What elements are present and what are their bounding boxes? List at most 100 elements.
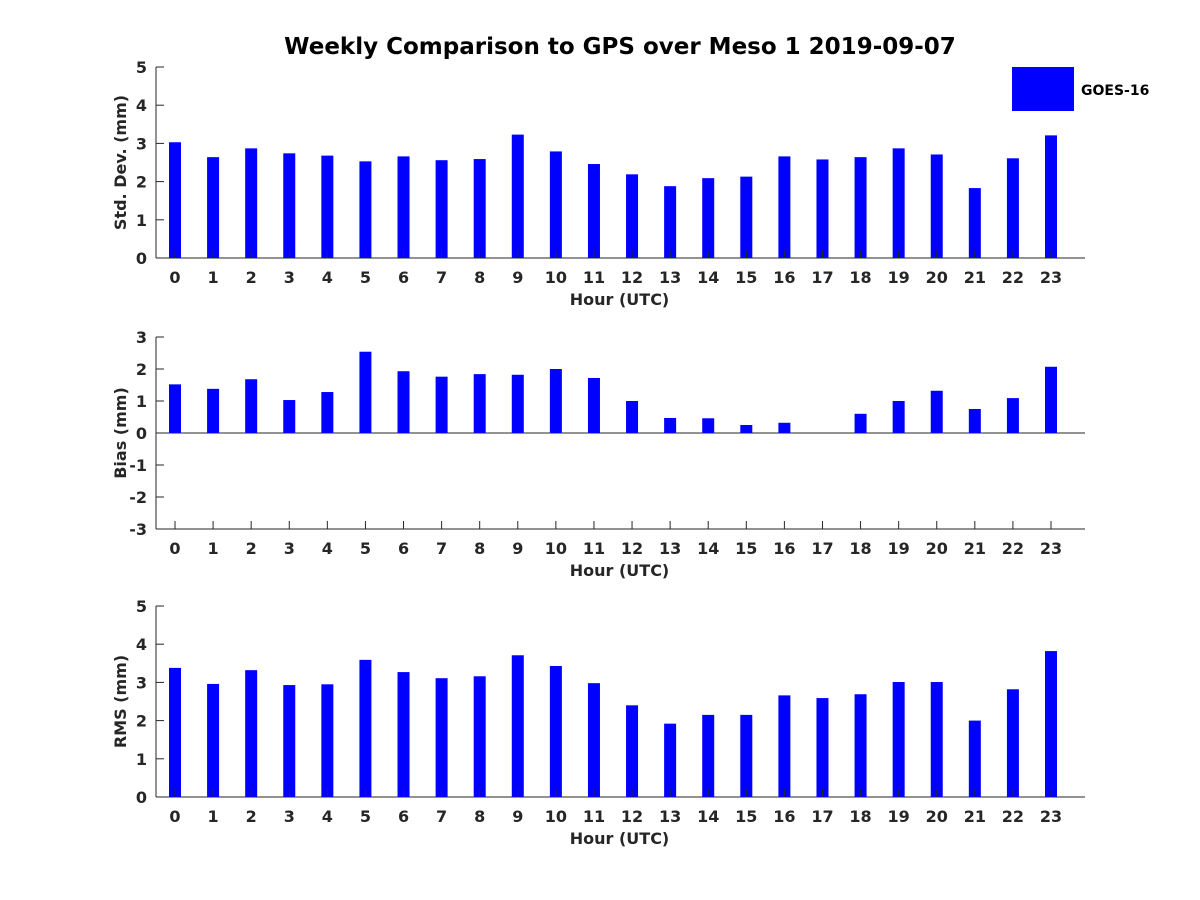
bar-hour-13: [664, 186, 677, 258]
x-tick-label: 8: [474, 268, 485, 287]
x-tick-label: 19: [888, 807, 910, 826]
bar-hour-3: [283, 153, 296, 258]
bar-hour-12: [626, 401, 639, 433]
x-tick-label: 22: [1002, 539, 1024, 558]
bar-hour-15: [740, 425, 753, 433]
x-tick-label: 9: [512, 807, 523, 826]
y-axis-label: Bias (mm): [111, 387, 130, 479]
x-tick-label: 9: [512, 539, 523, 558]
x-tick-label: 22: [1002, 807, 1024, 826]
x-tick-label: 22: [1002, 268, 1024, 287]
y-tick-label: 0: [136, 249, 147, 268]
bar-hour-0: [169, 384, 181, 433]
x-tick-label: 23: [1040, 539, 1062, 558]
x-tick-label: 6: [398, 268, 409, 287]
x-tick-label: 19: [888, 539, 910, 558]
x-tick-label: 21: [964, 807, 986, 826]
bar-hour-22: [1006, 398, 1019, 433]
y-tick-label: 1: [136, 211, 147, 230]
bar-hour-11: [587, 377, 600, 433]
x-tick-label: 18: [849, 268, 871, 287]
x-tick-label: 17: [811, 268, 833, 287]
y-tick-label: 3: [136, 673, 147, 692]
bar-hour-23: [1045, 135, 1057, 258]
bar-hour-5: [359, 351, 372, 433]
legend-label: GOES-16: [1081, 83, 1149, 99]
bar-hour-20: [930, 682, 943, 797]
bar-hour-13: [664, 417, 677, 433]
y-tick-label: 3: [136, 328, 147, 347]
x-tick-label: 16: [773, 268, 795, 287]
x-tick-label: 12: [621, 539, 643, 558]
x-tick-label: 0: [169, 539, 180, 558]
bar-hour-6: [397, 371, 410, 433]
bar-hour-8: [473, 159, 486, 258]
x-tick-label: 15: [735, 539, 757, 558]
x-tick-label: 18: [849, 807, 871, 826]
y-tick-label: 5: [136, 58, 147, 77]
x-tick-label: 13: [659, 539, 681, 558]
bar-hour-21: [968, 188, 981, 258]
x-axis-label: Hour (UTC): [570, 561, 670, 580]
x-tick-label: 4: [322, 539, 333, 558]
y-tick-label: 1: [136, 392, 147, 411]
x-tick-label: 2: [246, 539, 257, 558]
bar-hour-23: [1045, 366, 1057, 433]
x-tick-label: 9: [512, 268, 523, 287]
x-tick-label: 10: [545, 539, 567, 558]
x-tick-label: 14: [697, 268, 719, 287]
x-tick-label: 14: [697, 807, 719, 826]
x-tick-label: 7: [436, 268, 447, 287]
bar-hour-18: [854, 157, 867, 258]
x-tick-label: 10: [545, 268, 567, 287]
x-tick-label: 12: [621, 807, 643, 826]
bar-hour-16: [778, 422, 791, 433]
bar-hour-12: [626, 705, 639, 797]
bar-hour-23: [1045, 651, 1057, 797]
x-tick-label: 1: [208, 807, 219, 826]
bar-hour-8: [473, 676, 486, 797]
bar-hour-10: [549, 665, 562, 797]
bar-hour-6: [397, 672, 410, 797]
bar-hour-16: [778, 695, 791, 797]
bar-hour-1: [207, 683, 220, 797]
bar-hour-14: [702, 178, 715, 258]
bar-hour-10: [549, 151, 562, 258]
bar-hour-2: [245, 670, 258, 797]
bar-hour-1: [207, 157, 220, 258]
bar-hour-4: [321, 684, 334, 797]
x-tick-label: 23: [1040, 807, 1062, 826]
bar-hour-2: [245, 148, 258, 258]
bar-hour-16: [778, 156, 791, 258]
y-tick-label: 3: [136, 134, 147, 153]
bar-hour-21: [968, 720, 981, 797]
bar-hour-7: [435, 160, 448, 258]
x-axis-label: Hour (UTC): [570, 290, 670, 309]
x-tick-label: 6: [398, 539, 409, 558]
y-axis-label: Std. Dev. (mm): [111, 95, 130, 230]
x-tick-label: 23: [1040, 268, 1062, 287]
x-tick-label: 19: [888, 268, 910, 287]
figure-title: Weekly Comparison to GPS over Meso 1 201…: [284, 34, 956, 60]
bar-hour-11: [587, 164, 600, 258]
x-tick-label: 10: [545, 807, 567, 826]
bar-hour-5: [359, 659, 372, 797]
y-tick-label: 4: [136, 635, 147, 654]
x-tick-label: 6: [398, 807, 409, 826]
bar-hour-9: [511, 655, 524, 797]
x-tick-label: 1: [208, 268, 219, 287]
x-tick-label: 5: [360, 268, 371, 287]
bar-hour-0: [169, 142, 181, 258]
y-tick-label: 5: [136, 597, 147, 616]
bar-hour-20: [930, 390, 943, 433]
bar-hour-9: [511, 134, 524, 258]
x-tick-label: 0: [169, 807, 180, 826]
bar-hour-21: [968, 409, 981, 433]
x-tick-label: 18: [849, 539, 871, 558]
bar-hour-19: [892, 148, 905, 258]
x-tick-label: 20: [926, 539, 948, 558]
